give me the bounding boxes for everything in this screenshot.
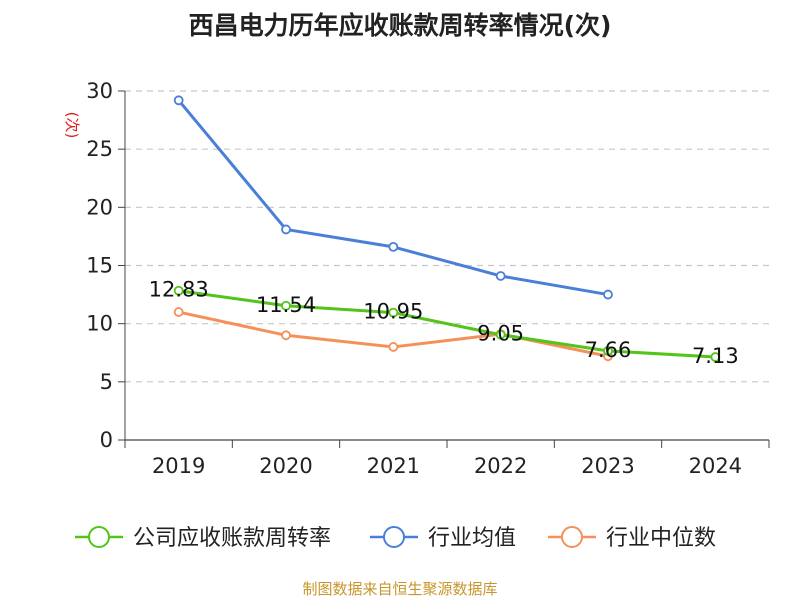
- legend-label: 公司应收账款周转率: [133, 526, 331, 551]
- y-tick-label: 25: [86, 137, 113, 161]
- x-tick-label: 2020: [259, 454, 312, 478]
- data-point[interactable]: [281, 330, 291, 341]
- legend-marker: [383, 526, 405, 548]
- y-tick-label: 10: [86, 312, 113, 336]
- data-label: 10.95: [363, 300, 423, 324]
- series-line: [178, 289, 716, 359]
- grid-lines: [125, 90, 769, 383]
- legend-marker: [561, 526, 583, 548]
- x-tick-label: 2024: [689, 454, 742, 478]
- legend-item[interactable]: 行业中位数: [548, 526, 716, 551]
- data-point[interactable]: [173, 95, 184, 106]
- data-label: 7.66: [585, 338, 632, 362]
- y-tick-label: 30: [86, 79, 113, 103]
- x-tick-label: 2023: [581, 454, 634, 478]
- data-point[interactable]: [173, 307, 184, 317]
- data-point[interactable]: [710, 352, 721, 362]
- data-point[interactable]: [173, 285, 184, 296]
- legend: 公司应收账款周转率 行业均值 行业中位数: [75, 526, 716, 551]
- source-note: 制图数据来自恒生聚源数据库: [302, 580, 498, 598]
- data-label: 12.83: [149, 278, 209, 302]
- x-tick-label: 2021: [367, 454, 420, 478]
- x-tick-label: 2019: [152, 454, 205, 478]
- legend-label: 行业中位数: [606, 526, 716, 551]
- data-point[interactable]: [388, 307, 399, 318]
- y-tick-label: 20: [86, 195, 113, 219]
- x-tick-label: 2022: [474, 454, 527, 478]
- data-label: 11.54: [256, 293, 316, 317]
- y-axis-label: (次): [63, 112, 81, 139]
- chart-title: 西昌电力历年应收账款周转率情况(次): [188, 11, 612, 40]
- axes: 0 5 10 15 20 25 30 (次) 2019 2020 2021 2022 2023 2024: [63, 79, 770, 478]
- legend-label: 行业均值: [428, 526, 516, 551]
- y-tick-label: 5: [100, 370, 113, 394]
- data-labels: 12.83 11.54 10.95 9.05 7.66 7.13: [149, 278, 739, 368]
- series-lines: [173, 95, 721, 362]
- data-point[interactable]: [603, 289, 613, 300]
- y-tick-label: 0: [100, 428, 113, 452]
- data-point[interactable]: [281, 224, 291, 235]
- data-point[interactable]: [281, 300, 291, 311]
- legend-item[interactable]: 行业均值: [370, 526, 516, 551]
- y-tick-label: 15: [86, 254, 113, 278]
- data-point[interactable]: [388, 342, 399, 352]
- legend-item[interactable]: 公司应收账款周转率: [75, 526, 331, 551]
- legend-marker: [88, 526, 110, 548]
- data-point[interactable]: [495, 271, 506, 281]
- data-label: 7.13: [692, 344, 739, 368]
- data-point[interactable]: [603, 345, 613, 356]
- data-label: 9.05: [477, 322, 524, 346]
- data-point[interactable]: [495, 329, 506, 340]
- data-point[interactable]: [388, 241, 399, 252]
